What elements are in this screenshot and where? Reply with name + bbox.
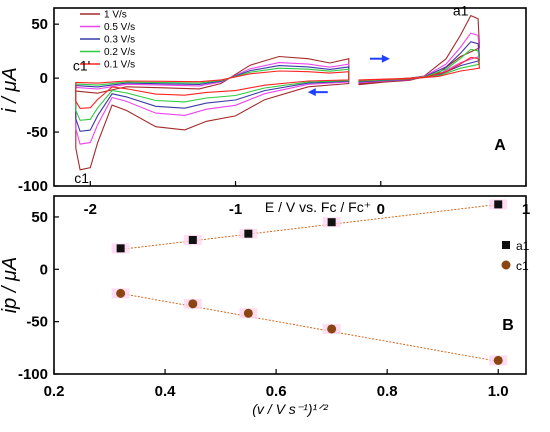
panel-a-legend-label: 0.3 V/s (104, 35, 135, 46)
panel-a-annotation: a1 (453, 3, 469, 19)
panel-b-ytick-label: 0 (40, 261, 48, 278)
panel-a-ylabel: i / μA (0, 67, 21, 112)
panel-a-cv-left-1 (75, 62, 350, 145)
panel-b-legend-marker (502, 241, 510, 249)
panel-b-xtick-label: 0.6 (266, 383, 287, 400)
panel-a-cv-left-4 (75, 70, 350, 109)
panel-b-legend-marker (501, 260, 511, 270)
panel-a-ytick-label: -100 (18, 178, 48, 195)
panel-b-point-a1 (116, 244, 125, 253)
panel-b-xtick-label: 1.0 (488, 383, 509, 400)
panel-a-xtick-label: -1 (229, 201, 242, 218)
panel-a-frame (53, 7, 527, 187)
panel-b-xtick-label: 0.2 (44, 383, 65, 400)
panel-b-ytick-label: -50 (26, 314, 48, 331)
panel-a-xtick-label: -2 (84, 201, 97, 218)
panel-a-legend-label: 0.5 V/s (104, 22, 135, 33)
panel-a-cv-right-4 (358, 56, 481, 81)
panel-b-legend-label: c1 (516, 259, 529, 273)
panel-b-plot: 0.2 0.4 0.6 0.8 1.0 50 0 -50 -100 a1 c1 (18, 199, 530, 400)
panel-a-xtick-label: 0 (377, 201, 385, 218)
panel-a-cv-right-0 (358, 14, 481, 86)
panel-b-point-c1 (188, 299, 198, 309)
panel-b-label: B (502, 317, 514, 334)
panel-a-label: A (494, 137, 506, 154)
panel-a-ytick-label: 50 (31, 16, 48, 33)
panel-a-xlabel: E / V vs. Fc / Fc⁺ (265, 199, 371, 215)
panel-b-point-a1 (494, 200, 503, 209)
panel-b-ytick-label: -100 (18, 366, 48, 383)
panel-b-point-a1 (244, 229, 253, 238)
panel-b-xtick-label: 0.8 (377, 383, 398, 400)
panel-a-legend-label: 0.1 V/s (104, 60, 135, 71)
panel-b-point-a1 (188, 235, 197, 244)
panel-b-fit-line (120, 292, 499, 362)
panel-a-arrow-head (307, 88, 316, 97)
panel-a-plot: -2 -1 0 1 50 0 -50 -100 1 V/s0.5 V/s 0.3 V/s0.2 V… (18, 3, 530, 218)
panel-a-ytick-label: 0 (40, 70, 48, 87)
panel-a-legend-label: 1 V/s (104, 10, 127, 21)
panel-a-cv-left-2 (75, 65, 350, 132)
panel-a-cv-left-0 (75, 55, 350, 171)
panel-a-xtick-label: 1 (522, 201, 530, 218)
panel-a-ytick-label: -50 (26, 124, 48, 141)
panel-b-xlabel: (v / V s⁻¹)¹ᐟ² (252, 401, 329, 417)
panel-a-cv-left-3 (75, 67, 350, 121)
panel-b-legend-label: a1 (516, 239, 530, 253)
panel-a-annotation: c1' (73, 58, 90, 74)
panel-b-ylabel: ip / μA (0, 257, 21, 314)
panel-b-point-c1 (243, 308, 253, 318)
panel-a-legend-label: 0.2 V/s (104, 47, 135, 58)
panel-b-point-a1 (327, 218, 336, 227)
panel-b-fit-line (120, 203, 499, 250)
panel-b-ytick-label: 50 (31, 209, 48, 226)
panel-a-arrow-head (381, 54, 390, 63)
panel-b-point-c1 (493, 355, 503, 365)
panel-a-annotation: c1 (74, 170, 89, 186)
panel-b-frame (53, 195, 527, 375)
panel-b-point-c1 (116, 288, 126, 298)
panel-b-point-c1 (327, 324, 337, 334)
panel-b-xtick-label: 0.4 (155, 383, 177, 400)
